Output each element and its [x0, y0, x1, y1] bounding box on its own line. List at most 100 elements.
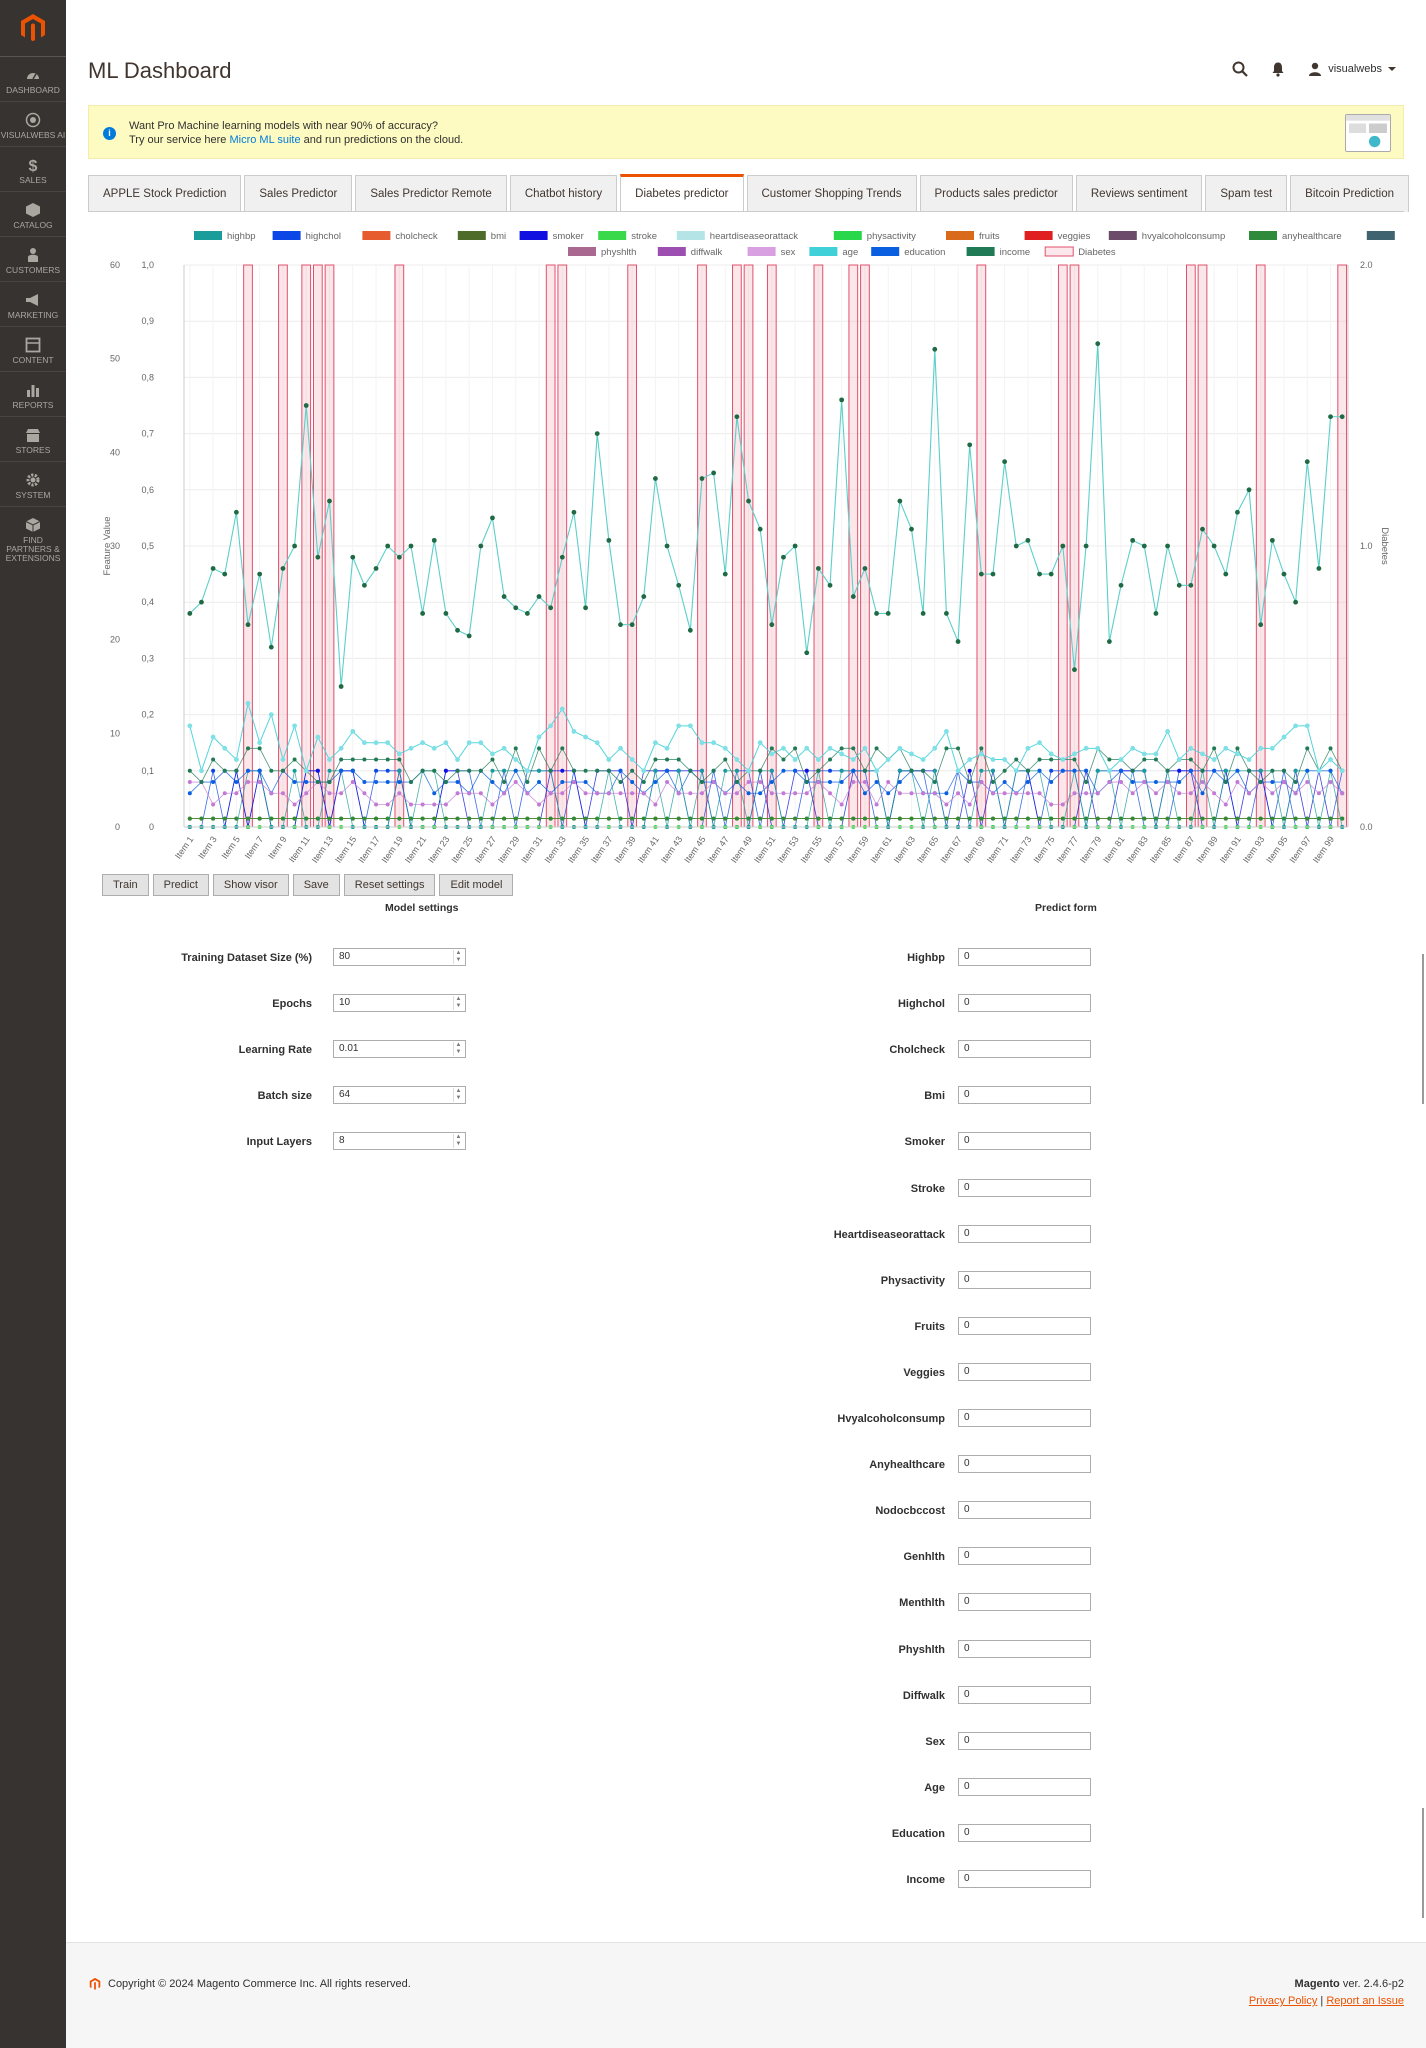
predict-field-input[interactable]: 0 — [958, 994, 1091, 1013]
model-setting-input[interactable]: 64 ▲ ▼ — [333, 1086, 466, 1104]
predict-field-row: Menthlth 0 — [706, 1593, 1266, 1613]
feature-series-point — [688, 816, 693, 821]
model-setting-row: Learning Rate 0.01 ▲ ▼ — [66, 1040, 766, 1060]
spinner-icon[interactable]: ▲ ▼ — [453, 1088, 463, 1102]
magento-logo[interactable] — [17, 12, 49, 44]
age-series-point — [1083, 745, 1089, 751]
feature-series-point — [1305, 816, 1310, 821]
tab-sales-predictor[interactable]: Sales Predictor — [244, 175, 353, 212]
spinner-icon[interactable]: ▲ ▼ — [453, 996, 463, 1010]
spinner-icon[interactable]: ▲ ▼ — [453, 1042, 463, 1056]
edit-model-button[interactable]: Edit model — [439, 874, 514, 896]
model-setting-input[interactable]: 10 ▲ ▼ — [333, 994, 466, 1012]
scrollbar-thumb-lower[interactable] — [1422, 1808, 1424, 1918]
predict-field-input[interactable]: 0 — [958, 1270, 1091, 1289]
feature-series-point — [1130, 768, 1135, 773]
predict-field-input[interactable]: 0 — [958, 1455, 1091, 1474]
predict-field-input[interactable]: 0 — [958, 1409, 1091, 1427]
predict-field-input[interactable]: 0 — [958, 1777, 1091, 1796]
tab-bitcoin-prediction[interactable]: Bitcoin Prediction — [1290, 175, 1410, 212]
reset-settings-button[interactable]: Reset settings — [343, 874, 436, 896]
save-button[interactable]: Save — [292, 874, 340, 896]
sidebar-item-dashboard[interactable]: DASHBOARD — [0, 56, 66, 101]
legend-label: income — [1000, 247, 1031, 258]
income-series-point — [1281, 571, 1287, 577]
spinner-icon[interactable]: ▲ ▼ — [453, 1134, 463, 1148]
feature-series-point — [315, 780, 320, 785]
feature-series-point — [1025, 816, 1030, 821]
feature-series-point — [606, 816, 611, 821]
feature-series-point — [374, 768, 379, 773]
income-series-point — [815, 566, 821, 571]
sidebar-item-sales[interactable]: $ SALES — [0, 146, 66, 191]
scrollbar-thumb[interactable] — [1422, 954, 1424, 1104]
x-tick-label: Item 75 — [1031, 834, 1056, 864]
sidebar-item-content[interactable]: CONTENT — [0, 326, 66, 371]
predict-field-input[interactable]: 0 — [958, 1040, 1091, 1059]
predict-field-input[interactable]: 0 — [958, 1224, 1091, 1243]
micro-ml-suite-link[interactable]: Micro ML suite — [229, 134, 301, 146]
y-tick-inner: 0 — [149, 822, 154, 832]
tab-apple-stock-prediction[interactable]: APPLE Stock Prediction — [88, 175, 242, 212]
feature-series-point — [734, 791, 739, 796]
search-icon[interactable] — [1232, 61, 1248, 77]
predict-field-input[interactable]: 0 — [958, 948, 1091, 966]
model-toolbar: Train Predict Show visor Save Reset settings… — [102, 874, 517, 896]
model-setting-input[interactable]: 80 ▲ ▼ — [333, 948, 466, 966]
feature-series-point — [1119, 768, 1124, 773]
predict-field-input[interactable]: 0 — [958, 1501, 1091, 1520]
feature-series-point — [1060, 802, 1065, 807]
sidebar-item-customers[interactable]: CUSTOMERS — [0, 236, 66, 281]
tab-diabetes-predictor[interactable]: Diabetes predictor — [620, 174, 744, 212]
tab-sales-predictor-remote[interactable]: Sales Predictor Remote — [355, 175, 507, 212]
age-series-point — [443, 740, 449, 746]
predict-field-input[interactable]: 0 — [958, 1132, 1091, 1151]
predict-field-input[interactable]: 0 — [958, 1178, 1091, 1197]
tab-products-sales-predictor[interactable]: Products sales predictor — [919, 175, 1073, 212]
tab-customer-shopping-trends[interactable]: Customer Shopping Trends — [746, 175, 917, 212]
report-issue-link[interactable]: Report an Issue — [1326, 1995, 1404, 2007]
legend-swatch — [946, 231, 974, 240]
predict-field-input[interactable]: 0 — [958, 1639, 1091, 1658]
age-series-point — [1211, 757, 1217, 762]
tab-chatbot-history[interactable]: Chatbot history — [509, 175, 618, 212]
feature-series-point — [1060, 768, 1065, 773]
sidebar-item-catalog[interactable]: CATALOG — [0, 191, 66, 236]
income-series-point — [1165, 543, 1170, 549]
diabetes-bar — [243, 264, 253, 828]
feature-series-point — [909, 791, 914, 796]
sidebar-item-reports[interactable]: REPORTS — [0, 371, 66, 416]
predict-field-input[interactable]: 0 — [958, 1593, 1091, 1612]
sidebar-item-find-partners-extensions[interactable]: FIND PARTNERS & EXTENSIONS — [0, 506, 66, 569]
spinner-icon[interactable]: ▲ ▼ — [453, 950, 463, 964]
model-setting-input[interactable]: 8 ▲ ▼ — [333, 1132, 466, 1150]
user-menu[interactable]: visualwebs — [1308, 62, 1396, 76]
predict-field-input[interactable]: 0 — [958, 1316, 1091, 1335]
predict-field-input[interactable]: 0 — [958, 1731, 1091, 1750]
predict-field-input[interactable]: 0 — [958, 1362, 1091, 1381]
predict-field-input[interactable]: 0 — [958, 1086, 1091, 1105]
legend-label: smoker — [553, 231, 584, 242]
predict-field-input[interactable]: 0 — [958, 1685, 1091, 1704]
feature-series-point — [618, 780, 623, 785]
train-button[interactable]: Train — [102, 874, 149, 896]
predict-field-input[interactable]: 0 — [958, 1547, 1091, 1566]
model-setting-input[interactable]: 0.01 ▲ ▼ — [333, 1040, 466, 1058]
tab-reviews-sentiment[interactable]: Reviews sentiment — [1075, 175, 1203, 212]
feature-series-point — [618, 791, 623, 796]
sidebar-item-stores[interactable]: STORES — [0, 416, 66, 461]
privacy-policy-link[interactable]: Privacy Policy — [1248, 1995, 1318, 2007]
predict-field-input[interactable]: 0 — [958, 1823, 1091, 1842]
bell-icon[interactable] — [1270, 61, 1286, 77]
sidebar-item-system[interactable]: SYSTEM — [0, 461, 66, 506]
x-tick-label: Item 99 — [1311, 834, 1336, 864]
model-setting-row: Batch size 64 ▲ ▼ — [66, 1086, 766, 1106]
age-series-point — [792, 757, 798, 762]
feature-series-point — [956, 746, 961, 751]
sidebar-item-visualwebs-ai[interactable]: VISUALWEBS AI — [0, 101, 66, 146]
show-visor-button[interactable]: Show visor — [212, 874, 289, 896]
predict-field-input[interactable]: 0 — [958, 1870, 1091, 1888]
predict-button[interactable]: Predict — [152, 874, 209, 896]
tab-spam-test[interactable]: Spam test — [1205, 175, 1288, 212]
sidebar-item-marketing[interactable]: MARKETING — [0, 281, 66, 326]
